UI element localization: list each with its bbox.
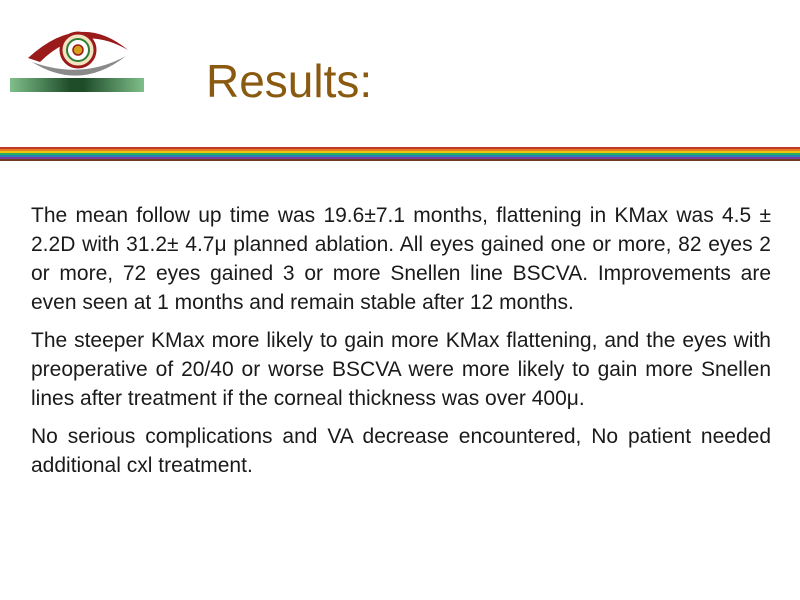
divider-stripe-orange <box>0 149 800 151</box>
paragraph-complications: No serious complications and VA decrease… <box>31 425 771 477</box>
divider-stripe-green <box>0 153 800 155</box>
divider-stripe-brown <box>0 159 800 161</box>
paragraph-follow-up: The mean follow up time was 19.6±7.1 mon… <box>31 204 771 314</box>
page-title: Results: <box>206 55 373 107</box>
rainbow-divider <box>0 147 800 161</box>
divider-stripe-red <box>0 147 800 149</box>
divider-stripe-yellow <box>0 151 800 153</box>
eye-emblem-icon <box>10 31 144 92</box>
slide-body: The mean follow up time was 19.6±7.1 mon… <box>31 201 771 489</box>
paragraph-kmax: The steeper KMax more likely to gain mor… <box>31 329 771 410</box>
divider-stripe-purple <box>0 157 800 159</box>
divider-stripe-blue <box>0 155 800 157</box>
